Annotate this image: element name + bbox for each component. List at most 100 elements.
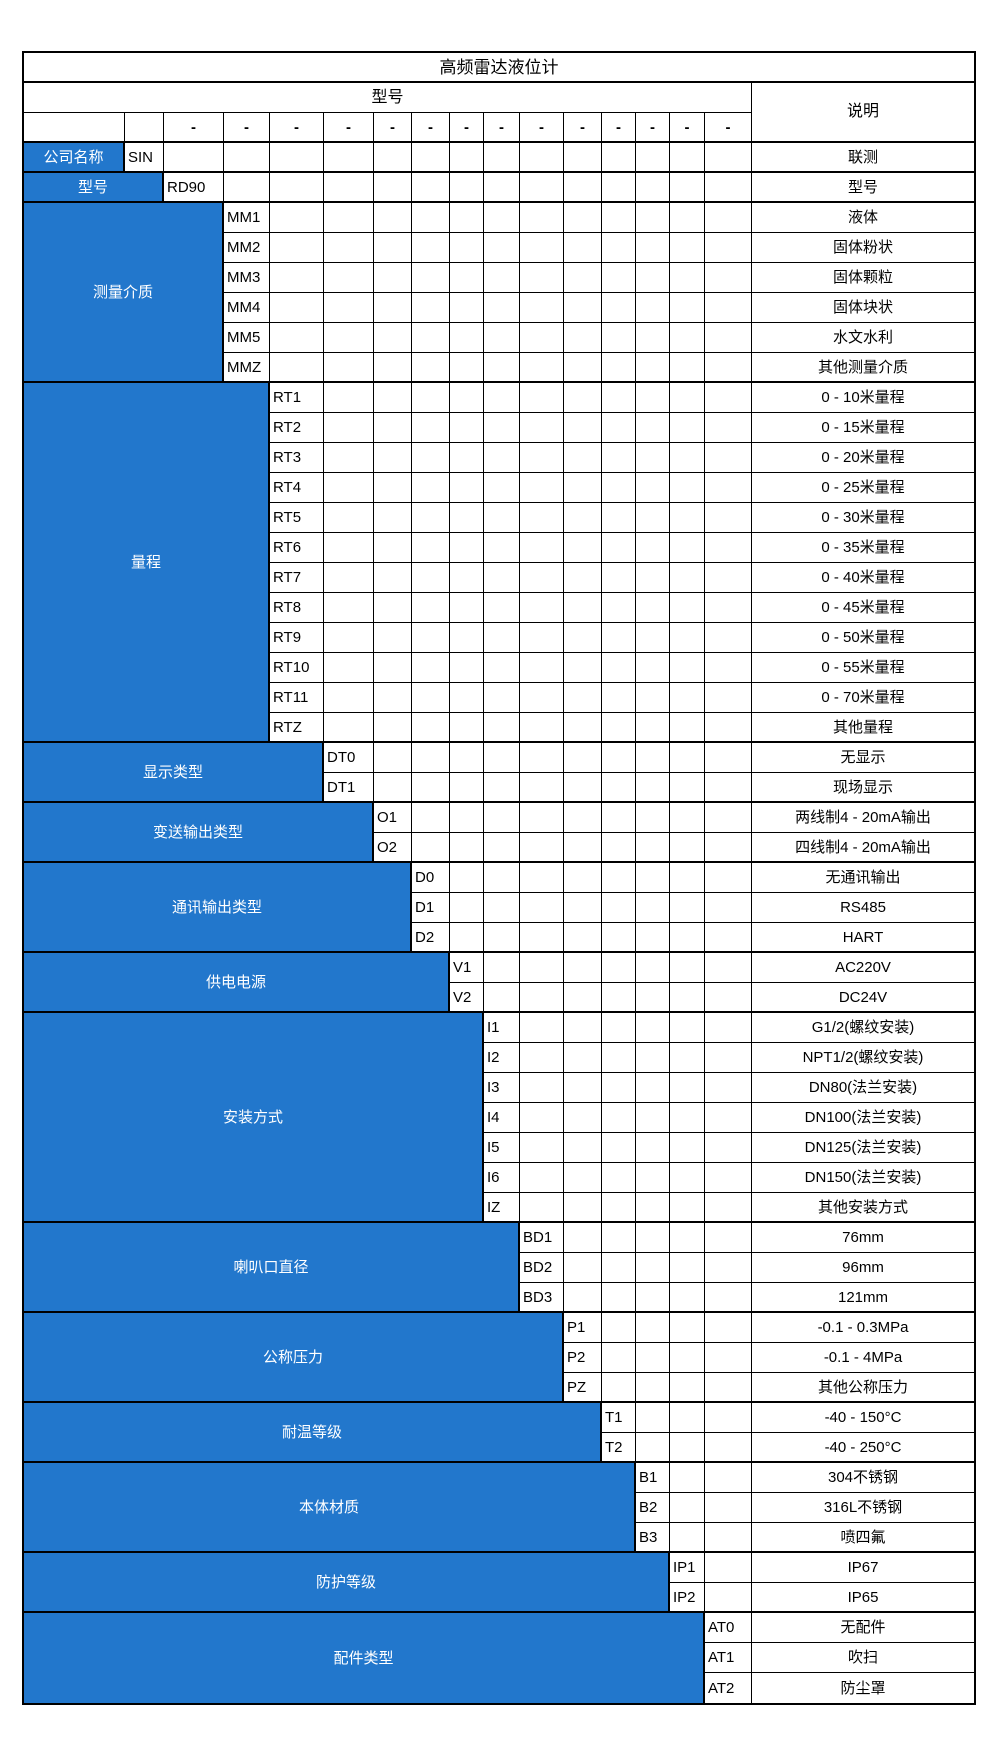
empty-cell [636,1163,670,1193]
desc-cell: DN100(法兰安装) [752,1103,974,1133]
dash-cell: - [520,113,564,143]
empty-cell [520,773,564,803]
desc-cell: 0 - 40米量程 [752,563,974,593]
desc-cell: 0 - 30米量程 [752,503,974,533]
desc-cell: 其他测量介质 [752,353,974,383]
empty-cell [484,623,520,653]
empty-cell [484,953,520,983]
empty-cell [670,1373,705,1403]
empty-cell [374,413,412,443]
empty-cell [670,1493,705,1523]
empty-cell [412,743,450,773]
desc-cell: -0.1 - 4MPa [752,1343,974,1373]
desc-cell: IP65 [752,1583,974,1613]
empty-cell [412,803,450,833]
empty-cell [670,1283,705,1313]
empty-cell [670,1463,705,1493]
empty-cell [602,533,636,563]
empty-cell [705,1103,752,1133]
empty-cell [450,143,484,173]
empty-cell [520,173,564,203]
empty-cell [636,1043,670,1073]
empty-cell [412,263,450,293]
empty-cell [670,233,705,263]
empty-cell [564,443,602,473]
empty-cell [324,203,374,233]
empty-cell [520,1073,564,1103]
empty-cell [705,1163,752,1193]
empty-cell [636,143,670,173]
empty-cell [520,863,564,893]
empty-cell [705,353,752,383]
empty-cell [374,473,412,503]
empty-cell [484,323,520,353]
empty-cell [450,773,484,803]
empty-cell [602,293,636,323]
empty-cell [450,683,484,713]
empty-cell [670,773,705,803]
empty-cell [564,293,602,323]
empty-cell [564,233,602,263]
empty-cell [705,1403,752,1433]
empty-cell [705,1133,752,1163]
desc-cell: 吹扫 [752,1643,974,1673]
empty-cell [636,1013,670,1043]
empty-cell [484,563,520,593]
empty-cell [602,173,636,203]
empty-cell [412,713,450,743]
empty-cell [602,593,636,623]
dash-cell: - [412,113,450,143]
empty-cell [705,803,752,833]
empty-cell [564,143,602,173]
empty-cell [412,683,450,713]
empty-cell [412,143,450,173]
empty-cell [324,353,374,383]
empty-cell [705,1073,752,1103]
empty-cell [450,923,484,953]
code-cell: AT1 [705,1643,752,1673]
empty-cell [270,203,324,233]
empty-cell [670,623,705,653]
empty-cell [705,833,752,863]
empty-cell [602,743,636,773]
empty-cell [412,623,450,653]
empty-cell [636,323,670,353]
empty-cell [484,203,520,233]
empty-cell [450,443,484,473]
empty-cell [520,983,564,1013]
code-cell: P2 [564,1343,602,1373]
code-cell: I1 [484,1013,520,1043]
empty-cell [705,443,752,473]
empty-cell [602,473,636,503]
empty-cell [484,773,520,803]
empty-cell [484,143,520,173]
empty-cell [564,413,602,443]
empty-cell [412,203,450,233]
empty-cell [705,1463,752,1493]
empty-cell [412,443,450,473]
empty-cell [705,323,752,353]
dash-cell: - [270,113,324,143]
empty-cell [705,533,752,563]
empty-cell [484,713,520,743]
code-cell: V2 [450,983,484,1013]
empty-cell [670,1103,705,1133]
empty-cell [602,263,636,293]
empty-cell [520,473,564,503]
empty-cell [602,1043,636,1073]
code-cell: RT9 [270,623,324,653]
empty-cell [670,203,705,233]
empty-cell [450,353,484,383]
code-cell: D0 [412,863,450,893]
empty-cell [324,323,374,353]
empty-cell [705,383,752,413]
empty-cell [484,383,520,413]
empty-cell [602,1073,636,1103]
empty-cell [705,1523,752,1553]
empty-cell [705,233,752,263]
empty-cell [520,833,564,863]
empty-cell [636,1223,670,1253]
code-cell: I4 [484,1103,520,1133]
empty-cell [324,653,374,683]
empty-cell [374,203,412,233]
